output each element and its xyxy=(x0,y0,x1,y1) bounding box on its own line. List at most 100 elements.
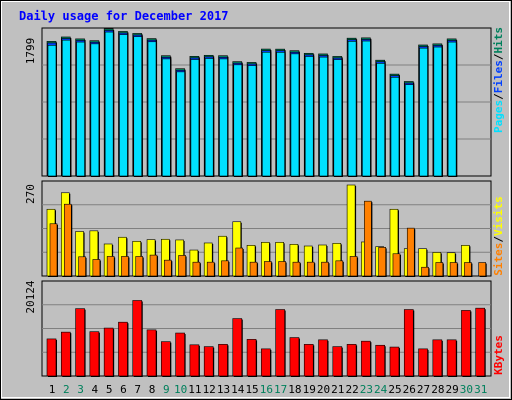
bar-pages xyxy=(304,56,314,177)
bar-kbytes xyxy=(118,321,128,377)
bar-pages xyxy=(76,41,85,177)
legend-text: KBytes xyxy=(492,335,505,375)
bar-kbytes xyxy=(403,309,414,377)
day-label: 31 xyxy=(474,383,487,396)
legend-mid: Sites/Visits xyxy=(492,196,505,276)
day-label: 13 xyxy=(217,383,230,396)
bar-sites xyxy=(221,260,229,277)
bar-kbytes xyxy=(103,327,114,377)
bar-pages xyxy=(61,39,71,177)
day-label: 29 xyxy=(446,383,459,396)
bar-pages xyxy=(133,36,143,177)
bar-sites xyxy=(135,256,144,277)
legend-sites: Sites xyxy=(492,243,505,276)
bar-sites xyxy=(249,261,258,277)
legend-text: Pages/Files/Hits xyxy=(492,27,505,133)
bar-kbytes xyxy=(332,346,343,377)
bar-kbytes xyxy=(289,337,300,377)
x-axis-day-labels: 1 2 3 4 5 6 7 8 9 10 11 12 13 14 15 16 17 18 19 20 21 22 23 24 2… xyxy=(49,383,488,396)
day-label: 10 xyxy=(174,383,187,396)
day-label: 6 xyxy=(120,383,127,396)
bar-kbytes xyxy=(246,339,257,377)
bar-pages xyxy=(447,41,457,177)
bar-pages xyxy=(276,52,285,177)
legend-visits: Visits xyxy=(492,196,505,236)
bar-pages xyxy=(433,46,443,177)
legend-hits: Hits xyxy=(492,27,505,54)
bar-kbytes xyxy=(175,332,185,377)
day-label: 24 xyxy=(374,383,388,396)
bar-sites xyxy=(206,261,215,277)
day-label: 11 xyxy=(188,383,201,396)
day-label: 12 xyxy=(203,383,216,396)
day-label: 14 xyxy=(231,383,245,396)
day-label: 26 xyxy=(403,383,416,396)
day-label: 15 xyxy=(245,383,258,396)
ymax-label-bot: 20124 xyxy=(24,280,37,313)
bar-sites xyxy=(78,256,86,277)
panel-kbytes xyxy=(41,280,492,377)
bar-sites xyxy=(149,254,158,277)
bar-sites xyxy=(192,261,201,277)
bar-kbytes xyxy=(146,329,157,377)
bar-sites xyxy=(349,256,358,277)
day-label: 21 xyxy=(331,383,344,396)
bar-kbytes xyxy=(346,344,357,377)
bar-kbytes xyxy=(261,348,271,377)
chart-title: Daily usage for December 2017 xyxy=(19,9,229,23)
bar-kbytes xyxy=(361,340,371,377)
bar-kbytes xyxy=(232,318,243,377)
legend-top: Pages/Files/Hits xyxy=(492,27,505,133)
day-label: 19 xyxy=(303,383,316,396)
bar-kbytes xyxy=(418,348,428,377)
bar-kbytes xyxy=(318,339,328,377)
bar-kbytes xyxy=(303,344,314,377)
bar-kbytes xyxy=(189,344,200,377)
bar-pages xyxy=(90,43,100,177)
day-label: 16 xyxy=(260,383,273,396)
bar-pages xyxy=(390,77,400,177)
bar-kbytes xyxy=(475,307,486,377)
bar-sites xyxy=(235,247,244,277)
day-label: 30 xyxy=(460,383,473,396)
bar-pages xyxy=(176,71,185,177)
bar-pages xyxy=(319,56,328,177)
day-label: 1 xyxy=(49,383,56,396)
bar-sites xyxy=(178,255,186,277)
bar-sites xyxy=(378,247,386,277)
bar-kbytes xyxy=(132,300,143,377)
bar-kbytes xyxy=(461,310,471,377)
day-label: 17 xyxy=(274,383,287,396)
day-label: 9 xyxy=(163,383,170,396)
bar-sites xyxy=(478,262,487,277)
day-label: 28 xyxy=(431,383,444,396)
bar-pages xyxy=(147,41,157,177)
bar-pages xyxy=(376,63,385,177)
bar-pages xyxy=(262,51,271,177)
legend-kbytes: KBytes xyxy=(492,335,505,375)
bar-pages xyxy=(219,58,228,177)
day-label: 23 xyxy=(360,383,373,396)
bar-pages xyxy=(347,41,357,177)
bar-pages xyxy=(233,64,243,177)
bar-pages xyxy=(404,84,414,177)
legend-text: Sites/Visits xyxy=(492,196,505,276)
bar-pages xyxy=(362,40,371,177)
bar-sites xyxy=(335,260,344,277)
bar-pages xyxy=(290,53,300,177)
bar-sites xyxy=(321,261,329,277)
day-label: 22 xyxy=(345,383,358,396)
bar-pages xyxy=(190,59,200,177)
bar-sites xyxy=(92,259,101,277)
bar-kbytes xyxy=(161,341,171,377)
bar-kbytes xyxy=(375,344,385,377)
bar-sites xyxy=(292,261,301,277)
day-label: 7 xyxy=(134,383,141,396)
bar-kbytes xyxy=(46,338,57,377)
bar-kbytes xyxy=(446,339,457,377)
panel-pages-files-hits xyxy=(41,27,492,178)
bar-sites xyxy=(121,256,129,277)
bar-sites xyxy=(364,200,372,277)
